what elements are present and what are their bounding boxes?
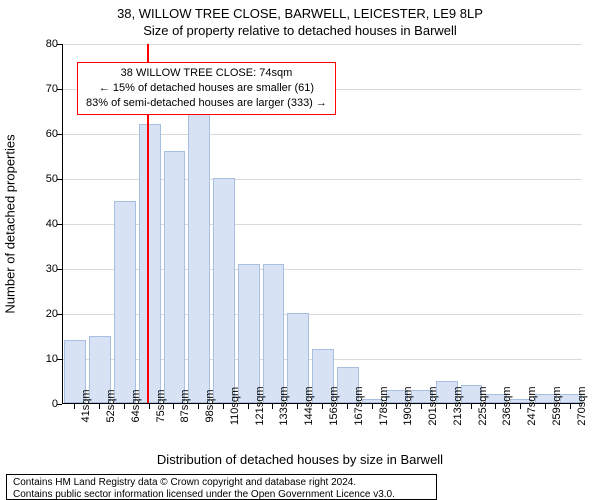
x-tick-mark xyxy=(545,404,546,409)
x-tick-mark xyxy=(495,404,496,409)
x-tick-label: 236sqm xyxy=(495,386,513,425)
x-tick-mark xyxy=(124,404,125,409)
y-tick-mark xyxy=(57,404,62,405)
x-tick-label: 270sqm xyxy=(570,386,588,425)
bar xyxy=(263,264,285,404)
annotation-line: 83% of semi-detached houses are larger (… xyxy=(86,96,327,111)
y-tick-label: 60 xyxy=(28,128,58,140)
y-tick-mark xyxy=(57,44,62,45)
chart-container: 38, WILLOW TREE CLOSE, BARWELL, LEICESTE… xyxy=(0,0,600,500)
x-tick-mark xyxy=(173,404,174,409)
x-tick-mark xyxy=(322,404,323,409)
y-tick-label: 0 xyxy=(28,398,58,410)
y-tick-label: 80 xyxy=(28,38,58,50)
y-tick-label: 20 xyxy=(28,308,58,320)
x-tick-label: 41sqm xyxy=(74,389,92,422)
x-tick-mark xyxy=(149,404,150,409)
x-tick-label: 87sqm xyxy=(173,389,191,422)
x-tick-label: 247sqm xyxy=(520,386,538,425)
y-tick-label: 30 xyxy=(28,263,58,275)
x-axis-label: Distribution of detached houses by size … xyxy=(0,452,600,467)
annotation-box: 38 WILLOW TREE CLOSE: 74sqm← 15% of deta… xyxy=(77,62,336,115)
x-tick-mark xyxy=(520,404,521,409)
gridline xyxy=(63,44,582,45)
y-tick-label: 50 xyxy=(28,173,58,185)
chart-title: 38, WILLOW TREE CLOSE, BARWELL, LEICESTE… xyxy=(0,6,600,21)
x-tick-label: 75sqm xyxy=(149,389,167,422)
x-tick-mark xyxy=(446,404,447,409)
bar xyxy=(238,264,260,404)
x-tick-mark xyxy=(99,404,100,409)
x-tick-mark xyxy=(421,404,422,409)
x-tick-label: 167sqm xyxy=(347,386,365,425)
chart-subtitle: Size of property relative to detached ho… xyxy=(0,23,600,38)
y-tick-label: 10 xyxy=(28,353,58,365)
y-tick-label: 70 xyxy=(28,83,58,95)
x-tick-mark xyxy=(471,404,472,409)
bar xyxy=(164,151,186,403)
y-tick-mark xyxy=(57,314,62,315)
plot-area: 38 WILLOW TREE CLOSE: 74sqm← 15% of deta… xyxy=(62,44,582,404)
y-tick-label: 40 xyxy=(28,218,58,230)
x-tick-label: 201sqm xyxy=(421,386,439,425)
bar xyxy=(188,102,210,404)
y-tick-mark xyxy=(57,134,62,135)
y-tick-mark xyxy=(57,224,62,225)
x-tick-label: 213sqm xyxy=(446,386,464,425)
x-tick-label: 144sqm xyxy=(297,386,315,425)
bar xyxy=(114,201,136,404)
annotation-line: ← 15% of detached houses are smaller (61… xyxy=(86,81,327,96)
footer-line-2: Contains public sector information licen… xyxy=(13,488,395,500)
x-tick-label: 178sqm xyxy=(372,386,390,425)
y-axis-label: Number of detached properties xyxy=(3,134,18,313)
x-tick-mark xyxy=(297,404,298,409)
x-tick-mark xyxy=(570,404,571,409)
bar xyxy=(139,124,161,403)
x-tick-mark xyxy=(223,404,224,409)
x-tick-label: 110sqm xyxy=(223,387,241,425)
x-tick-label: 98sqm xyxy=(198,389,216,422)
x-tick-label: 121sqm xyxy=(248,386,266,425)
x-tick-mark xyxy=(272,404,273,409)
y-tick-mark xyxy=(57,269,62,270)
x-tick-label: 52sqm xyxy=(99,389,117,422)
x-tick-mark xyxy=(372,404,373,409)
x-tick-mark xyxy=(396,404,397,409)
x-tick-mark xyxy=(74,404,75,409)
x-tick-label: 156sqm xyxy=(322,386,340,425)
y-tick-mark xyxy=(57,179,62,180)
x-tick-label: 259sqm xyxy=(545,386,563,425)
y-tick-mark xyxy=(57,359,62,360)
annotation-line: 38 WILLOW TREE CLOSE: 74sqm xyxy=(86,66,327,81)
y-tick-mark xyxy=(57,89,62,90)
x-tick-label: 133sqm xyxy=(272,386,290,425)
x-tick-label: 225sqm xyxy=(471,386,489,425)
x-tick-mark xyxy=(248,404,249,409)
x-tick-mark xyxy=(347,404,348,409)
x-tick-label: 190sqm xyxy=(396,386,414,425)
x-tick-mark xyxy=(198,404,199,409)
bar xyxy=(213,178,235,403)
x-tick-label: 64sqm xyxy=(124,389,142,422)
